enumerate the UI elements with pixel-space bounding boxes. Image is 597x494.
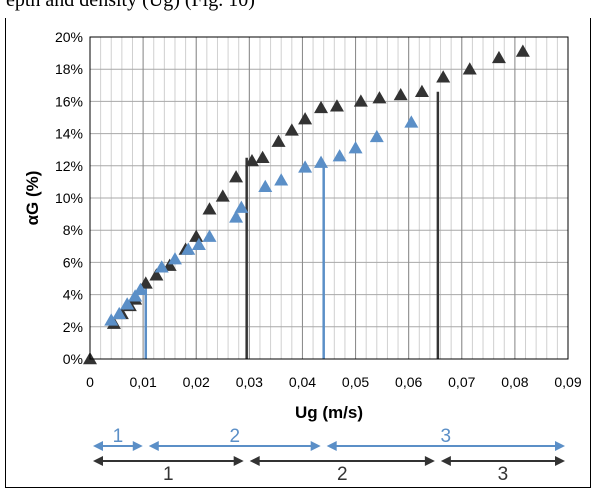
regime-arrowhead: [326, 441, 337, 451]
data-point: [491, 50, 506, 64]
x-tick-label: 0: [86, 374, 94, 390]
data-point: [271, 134, 286, 147]
plot-border: [89, 36, 569, 360]
vertical-markers: [144, 91, 440, 359]
data-point: [332, 149, 347, 162]
data-point: [462, 62, 477, 75]
regime-arrows: 1 2 3 1 2 3: [93, 426, 565, 485]
x-tick-label: 0,02: [183, 374, 210, 390]
y-tick-label: 4%: [63, 287, 83, 303]
data-point: [298, 160, 313, 173]
x-tick-labels: 0 0,01 0,02 0,03 0,04 0,05 0,06 0,07 0,08 0,09: [86, 374, 582, 390]
data-point: [515, 44, 530, 57]
data-point: [128, 289, 143, 302]
data-point: [120, 297, 135, 310]
data-point: [181, 242, 196, 255]
data-point: [436, 70, 451, 83]
x-tick-label: 0,07: [448, 374, 475, 390]
data-point: [229, 210, 244, 223]
regime-label: 2: [229, 426, 240, 447]
data-point: [191, 237, 206, 250]
data-point: [353, 94, 368, 107]
data-point: [329, 99, 344, 112]
data-point: [284, 123, 299, 136]
x-axis-label: Ug (m/s): [295, 403, 363, 422]
data-point: [369, 129, 384, 143]
y-tick-label: 2%: [63, 319, 83, 335]
y-tick-label: 16%: [55, 93, 83, 109]
figure-frame: [5, 18, 591, 488]
y-tick-label: 10%: [55, 190, 83, 206]
regime-arrowhead: [93, 456, 103, 466]
y-tick-label: 20%: [55, 29, 83, 45]
regime-arrowhead: [440, 456, 451, 466]
data-point: [298, 112, 313, 125]
data-point: [244, 153, 259, 167]
regime-label: 1: [113, 426, 124, 447]
x-tick-label: 0,04: [289, 374, 316, 390]
y-tick-label: 6%: [63, 254, 83, 270]
regime-arrowhead: [93, 441, 103, 451]
data-point: [314, 100, 329, 114]
regime-arrowhead: [310, 441, 321, 451]
data-point: [154, 260, 169, 273]
data-point: [393, 87, 408, 101]
x-tick-label: 0,08: [501, 374, 528, 390]
data-point: [202, 202, 217, 215]
regime-label: 1: [163, 464, 174, 485]
data-point: [234, 200, 249, 213]
y-tick-label: 8%: [63, 222, 83, 238]
x-tick-label: 0,03: [236, 374, 263, 390]
regime-arrowhead: [424, 456, 435, 466]
y-tick-label: 12%: [55, 158, 83, 174]
data-point: [314, 155, 329, 168]
regime-arrowhead: [249, 456, 260, 466]
regime-arrowhead: [233, 456, 244, 466]
x-tick-label: 0,05: [342, 374, 369, 390]
x-tick-label: 0,09: [554, 374, 581, 390]
regime-arrowhead: [132, 441, 143, 451]
y-axis-label: αG (%): [23, 171, 42, 226]
regime-arrowhead: [555, 456, 565, 466]
data-point: [258, 179, 273, 192]
regime-label: 3: [498, 464, 509, 485]
y-tick-label: 0%: [63, 351, 83, 367]
data-point: [112, 306, 127, 320]
data-point: [189, 229, 204, 242]
data-points: [83, 44, 530, 365]
data-point: [104, 313, 119, 326]
data-point: [372, 91, 387, 104]
y-tick-label: 14%: [55, 126, 83, 142]
data-point: [162, 258, 177, 271]
data-point: [255, 150, 270, 163]
data-point: [202, 229, 217, 242]
regime-label: 2: [337, 464, 348, 485]
grid: [90, 37, 568, 359]
data-point: [229, 170, 244, 183]
data-point: [404, 115, 419, 128]
caption-fragment: epth and density (Ug) (Fig. 10): [0, 0, 597, 18]
regime-arrowhead: [555, 441, 565, 451]
y-tick-labels: 0% 2% 4% 6% 8% 10% 12% 14% 16% 18% 20%: [55, 29, 83, 367]
data-point: [138, 276, 153, 289]
regime-label: 3: [441, 426, 452, 447]
x-tick-label: 0,01: [129, 374, 156, 390]
data-point: [215, 189, 230, 202]
caption-text: epth and density (Ug) (Fig. 10): [6, 0, 255, 11]
data-point: [348, 141, 363, 154]
data-point: [167, 252, 182, 265]
y-tick-label: 18%: [55, 61, 83, 77]
x-tick-label: 0,06: [395, 374, 422, 390]
data-point: [133, 282, 148, 296]
data-point: [274, 173, 289, 186]
regime-arrowhead: [148, 441, 159, 451]
data-point: [414, 84, 429, 97]
data-point: [149, 268, 164, 281]
